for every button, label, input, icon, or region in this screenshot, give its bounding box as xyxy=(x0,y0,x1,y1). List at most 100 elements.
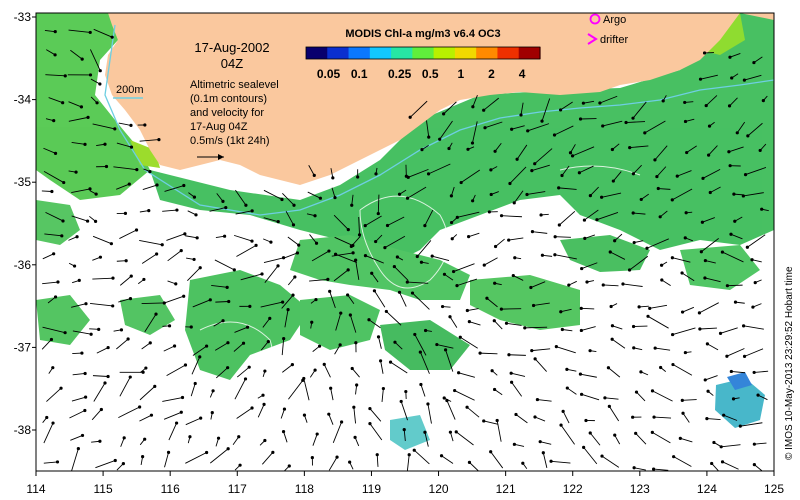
velocity-arrow xyxy=(626,121,646,123)
argo-legend-label: Argo xyxy=(603,14,626,26)
velocity-arrow-head xyxy=(290,363,294,367)
velocity-arrow-head xyxy=(423,223,427,228)
velocity-arrow-head xyxy=(407,453,411,457)
velocity-arrow xyxy=(705,260,716,264)
velocity-arrow-head xyxy=(632,240,636,245)
velocity-arrow xyxy=(285,210,294,226)
velocity-arrow-head xyxy=(74,170,78,174)
velocity-arrow xyxy=(118,406,140,419)
velocity-arrow-head xyxy=(106,345,110,350)
velocity-arrow xyxy=(682,413,690,423)
velocity-arrow xyxy=(526,191,546,195)
velocity-arrow xyxy=(41,190,52,192)
velocity-arrow-head xyxy=(761,99,765,103)
velocity-arrow-head xyxy=(442,396,446,400)
velocity-arrow-head xyxy=(493,281,497,285)
velocity-arrow xyxy=(572,146,595,157)
velocity-arrow xyxy=(281,294,294,309)
velocity-arrow-head xyxy=(346,228,350,232)
velocity-arrow-head xyxy=(291,223,296,227)
velocity-arrow xyxy=(119,275,132,286)
velocity-arrow-head xyxy=(388,360,393,364)
velocity-arrow-head xyxy=(485,296,489,300)
velocity-arrow xyxy=(71,303,87,308)
velocity-arrow-head xyxy=(356,175,360,179)
velocity-arrow-head xyxy=(509,371,513,375)
velocity-arrow xyxy=(377,194,380,214)
velocity-arrow xyxy=(584,209,599,221)
colorbar-tick-label: 4 xyxy=(519,67,526,81)
velocity-arrow xyxy=(414,334,427,356)
velocity-arrow xyxy=(490,451,504,469)
velocity-arrow-head xyxy=(338,343,342,347)
velocity-arrow-head xyxy=(383,245,387,250)
velocity-arrow-head xyxy=(671,362,675,367)
velocity-arrow xyxy=(699,302,719,314)
velocity-arrow xyxy=(601,192,622,198)
velocity-arrow xyxy=(353,407,357,424)
velocity-arrow xyxy=(261,452,274,465)
velocity-arrow xyxy=(634,467,646,471)
velocity-arrow-head xyxy=(418,350,422,354)
velocity-arrow-head xyxy=(653,158,657,162)
velocity-arrow-head xyxy=(162,301,166,305)
velocity-arrow-head xyxy=(515,157,519,161)
velocity-arrow xyxy=(731,370,746,374)
velocity-arrow xyxy=(483,420,499,425)
velocity-arrow xyxy=(376,454,379,467)
velocity-arrow-head xyxy=(245,325,250,329)
velocity-arrow-head xyxy=(138,405,142,409)
velocity-arrow xyxy=(561,165,570,176)
velocity-arrow-head xyxy=(442,112,446,116)
velocity-arrow xyxy=(213,320,224,327)
velocity-arrow-head xyxy=(53,30,57,34)
velocity-arrow-head xyxy=(560,327,564,332)
velocity-arrow-head xyxy=(438,137,442,141)
velocity-arrow xyxy=(636,391,646,402)
velocity-arrow xyxy=(233,342,244,352)
velocity-arrow-head xyxy=(354,341,358,345)
velocity-arrow-head xyxy=(97,327,101,331)
velocity-arrow-head xyxy=(331,176,335,180)
velocity-arrow-head xyxy=(104,164,109,169)
sealevel-contours xyxy=(199,165,641,386)
velocity-arrow xyxy=(164,452,169,468)
velocity-arrow-head xyxy=(540,119,544,123)
velocity-arrow-head xyxy=(588,431,592,435)
velocity-arrow-head xyxy=(639,197,643,202)
velocity-arrow-head xyxy=(583,236,587,240)
velocity-arrow-head xyxy=(328,289,332,293)
velocity-arrow-head xyxy=(250,209,254,213)
velocity-arrow-head xyxy=(84,302,88,306)
velocity-arrow-head xyxy=(263,438,267,443)
velocity-arrow-head xyxy=(720,250,725,254)
velocity-arrow xyxy=(744,348,764,357)
velocity-arrow xyxy=(96,347,109,354)
velocity-arrow xyxy=(333,269,349,282)
velocity-arrow xyxy=(457,211,480,218)
velocity-arrow-head xyxy=(175,208,179,212)
velocity-arrow-head xyxy=(88,73,93,77)
velocity-arrow-head xyxy=(423,328,428,333)
velocity-arrow xyxy=(534,416,546,422)
velocity-arrow-head xyxy=(558,108,563,112)
velocity-arrow-head xyxy=(106,374,110,379)
velocity-arrow xyxy=(116,183,130,190)
velocity-arrow-head xyxy=(329,386,333,390)
velocity-arrow-head xyxy=(420,148,424,152)
desc-line-2: (0.1m contours) xyxy=(190,93,267,105)
velocity-arrow-head xyxy=(753,280,757,285)
velocity-arrow-head xyxy=(660,278,664,282)
velocity-arrow xyxy=(365,215,382,227)
velocity-arrow-head xyxy=(645,246,649,250)
velocity-arrow-head xyxy=(182,294,186,298)
velocity-arrow xyxy=(185,452,207,464)
velocity-arrow xyxy=(672,364,693,376)
velocity-arrow xyxy=(215,301,229,303)
velocity-arrow xyxy=(44,233,62,237)
velocity-arrow-head xyxy=(350,203,354,207)
velocity-arrow-head xyxy=(83,371,87,376)
velocity-arrow-head xyxy=(457,371,461,375)
velocity-arrow-head xyxy=(670,256,674,260)
velocity-arrow-head xyxy=(510,127,514,131)
